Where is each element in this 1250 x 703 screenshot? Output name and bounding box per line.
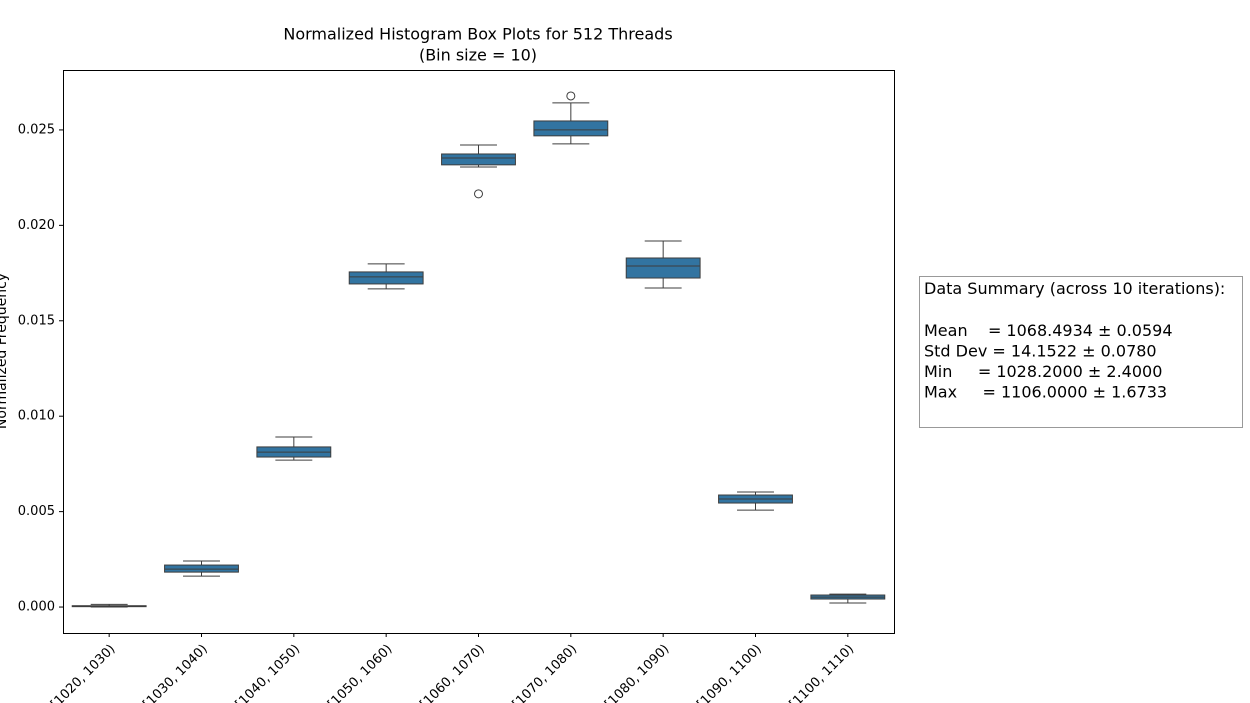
box — [533, 120, 609, 137]
x-tick-label: [1030, 1040) — [140, 642, 210, 703]
outlier — [566, 91, 576, 101]
x-tick-label: [1090, 1100) — [694, 642, 764, 703]
summary-heading: Data Summary (across 10 iterations): — [924, 279, 1225, 298]
y-tick-label: 0.025 — [18, 122, 55, 137]
x-tick-label: [1100, 1110) — [787, 642, 857, 703]
y-tick-label: 0.000 — [18, 600, 55, 615]
x-tick-label: [1040, 1050) — [233, 642, 303, 703]
y-tick-label: 0.010 — [18, 409, 55, 424]
chart-title: Normalized Histogram Box Plots for 512 T… — [283, 25, 672, 44]
x-tick-label: [1020, 1030) — [48, 642, 118, 703]
x-tick-label: [1050, 1060) — [325, 642, 395, 703]
summary-box — [919, 276, 1243, 428]
summary-line: Std Dev = 14.1522 ± 0.0780 — [924, 342, 1157, 361]
box — [625, 257, 701, 279]
y-tick-label: 0.005 — [18, 504, 55, 519]
summary-line: Mean = 1068.4934 ± 0.0594 — [924, 321, 1173, 340]
box — [441, 153, 516, 166]
chart-subtitle: (Bin size = 10) — [419, 46, 537, 65]
outlier — [474, 189, 483, 199]
y-tick-label: 0.020 — [18, 218, 55, 233]
summary-line: Max = 1106.0000 ± 1.6733 — [924, 383, 1167, 402]
x-tick-label: [1060, 1070) — [417, 642, 487, 703]
x-tick-label: [1080, 1090) — [602, 642, 672, 703]
summary-line: Min = 1028.2000 ± 2.4000 — [924, 362, 1162, 381]
box — [348, 271, 424, 285]
y-tick-label: 0.015 — [18, 313, 55, 328]
y-axis-label: Normalized Frequency — [0, 273, 10, 429]
x-tick-label: [1070, 1080) — [510, 642, 580, 703]
